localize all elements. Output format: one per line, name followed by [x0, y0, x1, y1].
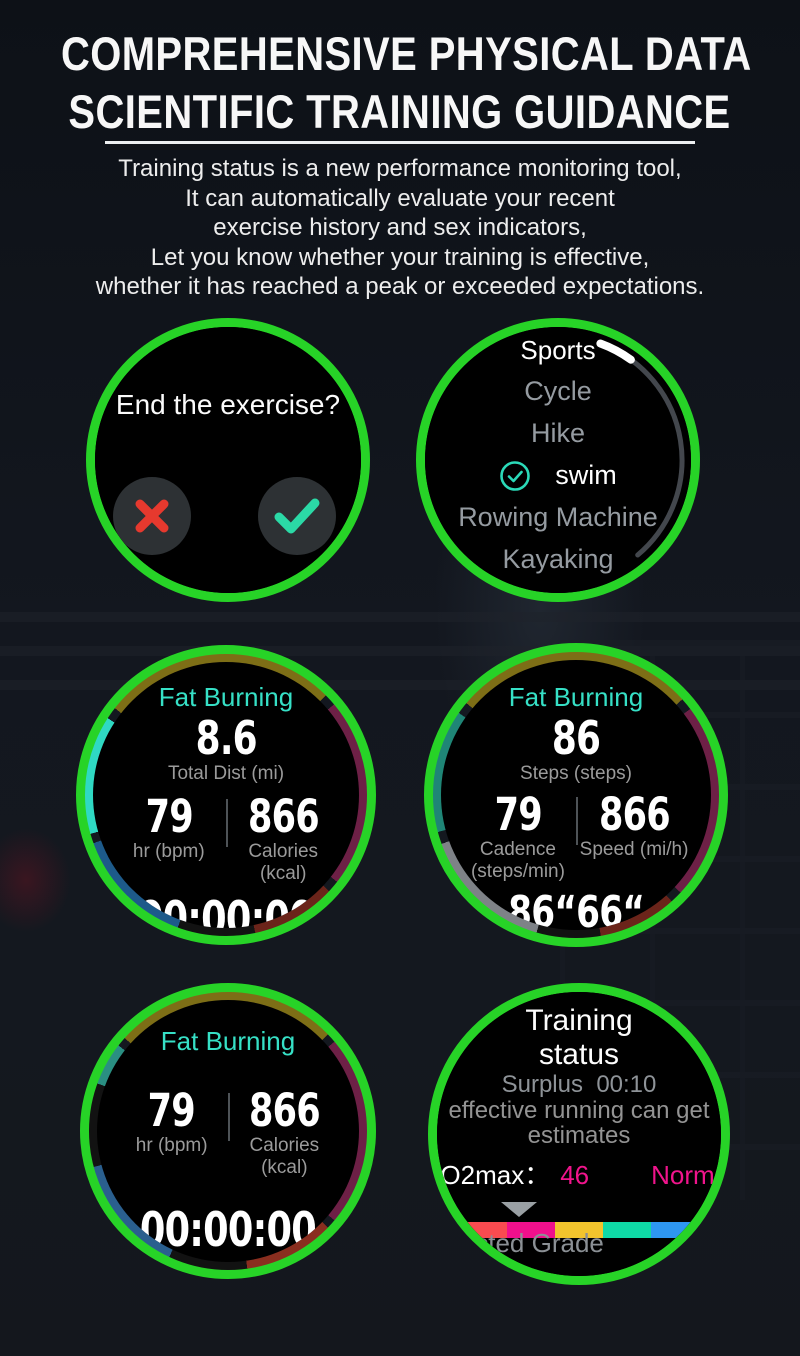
end-exercise-question: End the exercise? — [115, 389, 341, 420]
steps-value: 86 — [551, 711, 601, 765]
total-distance-label: Total Dist (mi) — [167, 763, 285, 784]
paragraph-line: exercise history and sex indicators, — [213, 214, 587, 241]
vo2max-value: 46 — [560, 1160, 590, 1190]
vo2max-status: Normal — [651, 1160, 721, 1190]
grade-segment-yellow — [555, 1222, 603, 1238]
grade-color-bar — [459, 1222, 699, 1238]
grade-pointer-icon — [501, 1202, 537, 1217]
sports-item-cycle[interactable]: Cycle — [524, 376, 592, 406]
cadence-value: 79 — [494, 788, 542, 841]
paragraph-line: Let you know whether your training is ef… — [150, 243, 650, 271]
calories-label: Calories (kcal) — [248, 841, 319, 884]
predicted-grade-label: dicted Grade — [455, 1228, 604, 1258]
title-divider — [105, 141, 695, 144]
check-icon — [274, 498, 320, 534]
watch-fat-burning-distance: Fat Burning 8.6 Total Dist (mi) 79 hr (b… — [76, 645, 376, 945]
heart-rate-label: hr (bpm) — [132, 841, 205, 862]
stat-divider — [576, 797, 578, 845]
intro-paragraph: Training status is a new performance mon… — [40, 154, 760, 302]
watch-end-exercise: End the exercise? — [86, 318, 370, 602]
watch-fat-burning-steps: Fat Burning 86 Steps (steps) 79 Cadence … — [424, 643, 728, 947]
calories-value: 866 — [248, 1084, 321, 1137]
workout-mode-title: Fat Burning — [158, 682, 294, 712]
paragraph-line: whether it has reached a peak or exceede… — [95, 273, 705, 300]
elapsed-timer: 00:00:00 — [137, 892, 315, 929]
page-title-line1: COMPREHENSIVE PHYSICAL DATA — [60, 27, 752, 80]
sports-menu-title: Sports — [520, 335, 596, 365]
watch-training-status: Training status Surplus 00:10 effective … — [428, 983, 730, 1285]
vo2max-row: VO2max： 46 Normal — [437, 1155, 721, 1192]
sports-item-rowing-machine[interactable]: Rowing Machine — [458, 502, 658, 532]
training-description-line2: estimates — [527, 1122, 631, 1149]
calories-value: 866 — [247, 790, 320, 843]
heart-rate-value: 79 — [145, 790, 193, 843]
grade-segment-blue — [651, 1222, 699, 1238]
vo2max-label: VO2max： — [437, 1160, 551, 1190]
sports-item-kayaking[interactable]: Kayaking — [502, 544, 614, 574]
grade-segment-teal — [603, 1222, 651, 1238]
speed-label: Speed (mi/h) — [579, 839, 689, 860]
stat-divider — [228, 1093, 230, 1141]
cancel-button[interactable] — [113, 477, 191, 555]
pace-value: 86“66“ — [508, 887, 645, 930]
paragraph-line: Training status is a new performance mon… — [118, 155, 682, 182]
workout-mode-title: Fat Burning — [160, 1026, 296, 1056]
sports-item-swim[interactable]: swim — [555, 460, 617, 490]
steps-label: Steps (steps) — [520, 763, 632, 784]
heart-rate-label: hr (bpm) — [135, 1135, 208, 1156]
workout-mode-title: Fat Burning — [508, 682, 644, 712]
heart-rate-value: 79 — [148, 1084, 196, 1137]
training-status-title-line2: status — [538, 1038, 620, 1071]
cadence-label: Cadence (steps/min) — [470, 839, 565, 882]
watch-fat-burning-simple: Fat Burning 79 hr (bpm) 866 Calories (kc… — [80, 983, 376, 1279]
x-icon — [135, 499, 169, 533]
confirm-button[interactable] — [258, 477, 336, 555]
paragraph-line: It can automatically evaluate your recen… — [185, 184, 615, 212]
training-description-line1: effective running can get — [448, 1097, 710, 1124]
speed-value: 866 — [598, 788, 671, 841]
selected-check-icon — [500, 460, 531, 491]
elapsed-timer: 00:00:00 — [139, 1203, 317, 1258]
watch-sports-menu: Sports Cycle Hike swim Rowing Machine Ka… — [416, 318, 700, 602]
total-distance-value: 8.6 — [195, 711, 257, 765]
surplus-status: Surplus 00:10 — [501, 1071, 657, 1098]
stat-divider — [226, 799, 228, 847]
sports-item-hike[interactable]: Hike — [530, 418, 585, 448]
calories-label: Calories (kcal) — [249, 1135, 320, 1178]
page-title-line2: SCIENTIFIC TRAINING GUIDANCE — [68, 85, 732, 138]
grade-segment-red — [459, 1222, 507, 1238]
grade-segment-pink — [507, 1222, 555, 1238]
training-status-title-line1: Training — [525, 1004, 633, 1037]
